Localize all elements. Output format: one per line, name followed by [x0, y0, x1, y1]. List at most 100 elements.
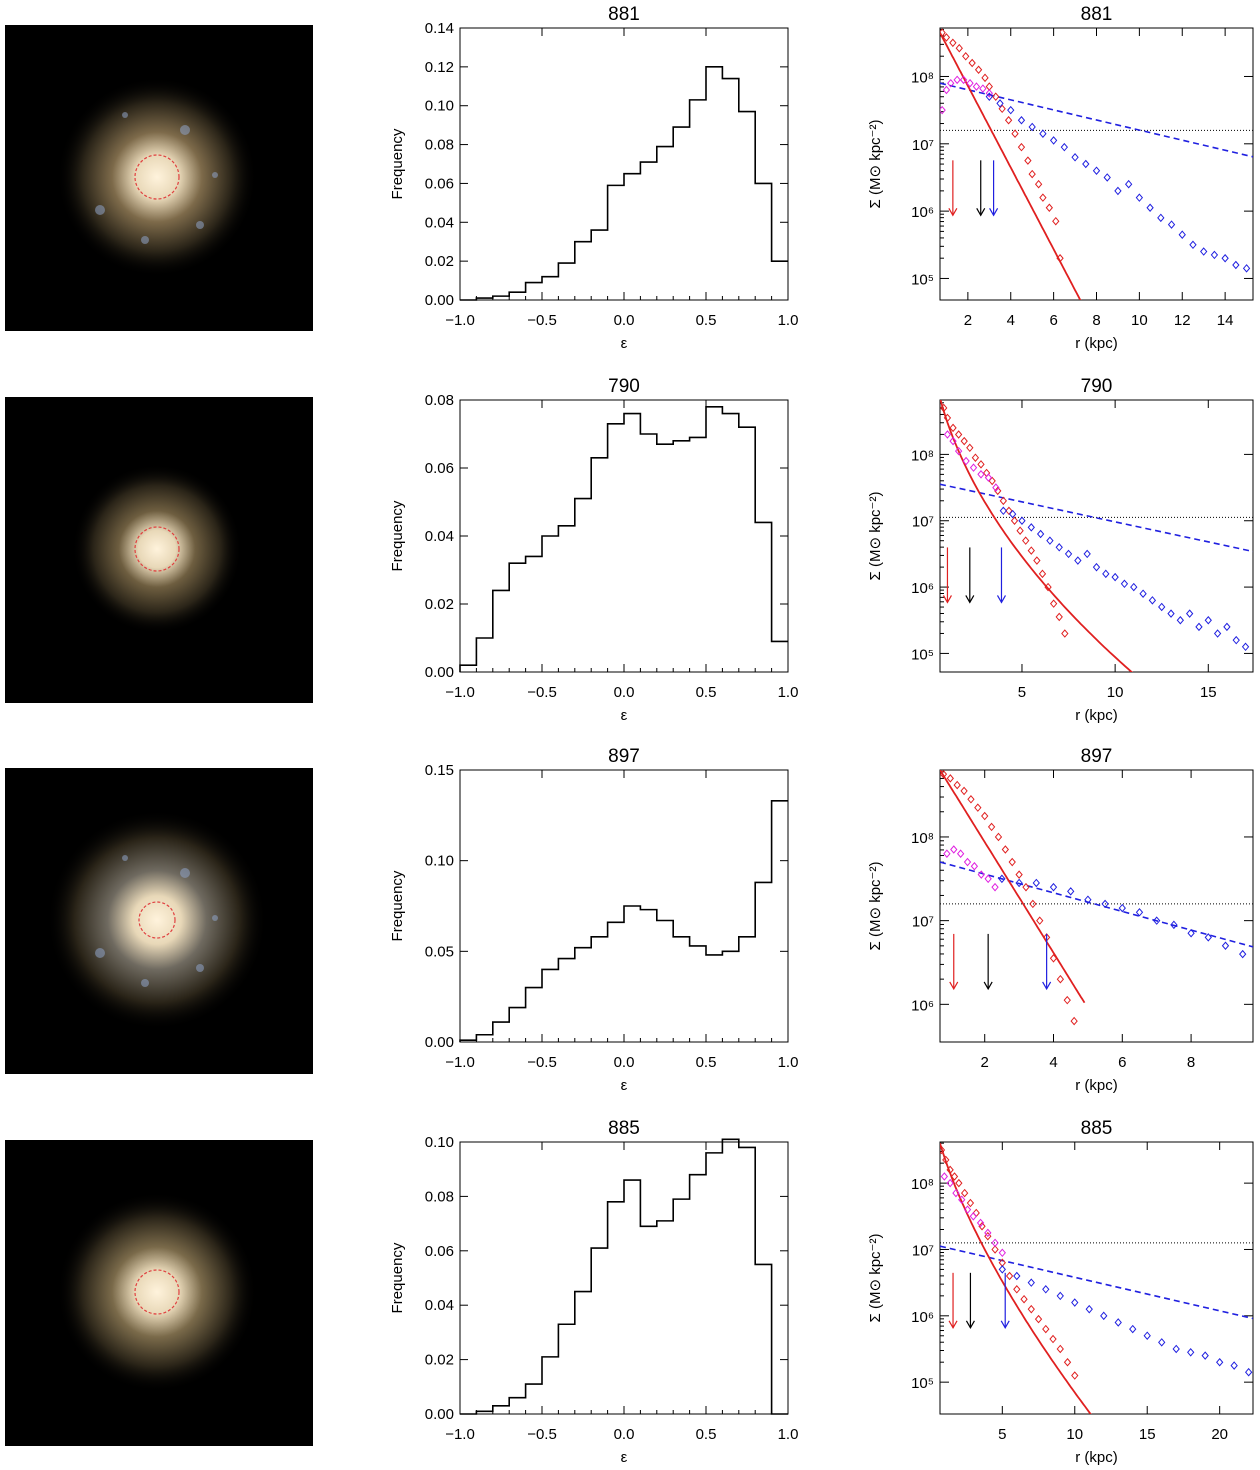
data-point	[974, 65, 983, 75]
data-point	[1241, 642, 1250, 652]
data-point	[955, 1178, 963, 1188]
histogram-bar	[755, 1264, 771, 1414]
histogram-bar	[706, 407, 722, 672]
x-axis-label: r (kpc)	[1075, 1077, 1118, 1094]
data-point	[1039, 193, 1047, 202]
data-point	[1036, 529, 1045, 539]
histogram-bar	[640, 910, 656, 1042]
histogram-bar	[772, 641, 788, 672]
data-point	[987, 822, 996, 832]
data-point	[977, 870, 985, 879]
chart-title: 790	[1081, 376, 1113, 397]
y-tick-label: 0.06	[425, 1243, 454, 1260]
data-point	[1111, 572, 1119, 582]
data-point	[1092, 562, 1101, 572]
data-point	[994, 832, 1003, 842]
data-point	[1036, 916, 1044, 925]
histogram-bar	[706, 955, 722, 1042]
data-point	[1067, 887, 1075, 896]
x-tick-label: −1.0	[445, 1426, 475, 1443]
y-axis-label: Frequency	[389, 128, 406, 199]
data-point	[1005, 1271, 1014, 1281]
y-tick-label: 0.02	[425, 1352, 454, 1369]
surface-density-profile-885: 885 5 10 15 20 10⁵ 10⁶ 10⁷ 10⁸ r (kpc) Σ (M⊙ kpc⁻²…	[867, 1118, 1254, 1466]
data-point	[1049, 599, 1058, 608]
data-point	[966, 78, 974, 88]
data-point	[992, 483, 1000, 492]
x-tick-label: 10	[1066, 1426, 1083, 1443]
histogram-881: 881 −1.0 −0.5 0.0 0.5 1.0 0.00 0.02 0.04 0.06 0.08…	[389, 4, 799, 352]
x-tick-label: 4	[1007, 312, 1015, 329]
x-tick-label: 10	[1131, 312, 1148, 329]
data-point	[998, 104, 1006, 114]
data-point	[1114, 186, 1122, 196]
x-tick-label: 0.0	[614, 1426, 635, 1443]
data-point	[1195, 622, 1203, 632]
histogram-bar	[591, 458, 607, 672]
x-tick-label: −0.5	[527, 312, 557, 329]
histogram-bar	[493, 296, 509, 300]
data-point	[1102, 569, 1110, 579]
data-point	[991, 1245, 999, 1254]
data-point	[1022, 536, 1030, 545]
data-point	[1085, 1304, 1093, 1314]
x-tick-label: 6	[1118, 1054, 1126, 1071]
arrow-head	[1000, 1320, 1010, 1330]
x-tick-label: 0.5	[696, 312, 717, 329]
data-point	[1015, 878, 1023, 888]
x-tick-label: 2	[981, 1054, 989, 1071]
x-axis-label: r (kpc)	[1075, 1449, 1118, 1466]
histogram-bar	[657, 147, 673, 300]
y-tick-label: 10⁵	[911, 271, 934, 288]
x-axis-label: ε	[621, 1077, 628, 1094]
histogram-bar	[542, 969, 558, 1042]
histogram-bar	[476, 1035, 492, 1042]
data-point	[985, 89, 993, 98]
histogram-bar	[476, 298, 492, 300]
x-axis-label: r (kpc)	[1075, 707, 1118, 724]
chart-title: 897	[1081, 746, 1113, 767]
data-point	[999, 496, 1008, 506]
histogram-bar	[526, 988, 542, 1042]
histogram-bar	[476, 1411, 492, 1414]
data-point	[1028, 169, 1036, 179]
data-point	[955, 43, 963, 53]
data-point	[950, 845, 958, 854]
x-tick-label: 5	[998, 1426, 1006, 1443]
data-point	[1223, 622, 1231, 632]
data-point	[1148, 596, 1157, 605]
data-point	[1009, 509, 1017, 519]
histogram-bar	[542, 277, 558, 300]
surface-density-profile-790: 790 5 10 15 10⁵ 10⁶ 10⁷ 10⁸ r (kpc) Σ (M⊙ kpc⁻²)	[867, 376, 1254, 724]
histogram-bar	[640, 434, 656, 672]
data-point	[943, 430, 952, 439]
arrow-head	[976, 208, 986, 217]
x-tick-label: 1.0	[778, 312, 799, 329]
data-point	[960, 436, 968, 446]
data-point	[1187, 1348, 1195, 1357]
y-tick-label: 10⁶	[911, 1309, 934, 1326]
data-point	[1158, 602, 1166, 612]
data-point	[974, 803, 982, 812]
data-point	[1153, 916, 1161, 925]
disk-fit-line	[940, 82, 1253, 158]
data-point	[954, 446, 963, 456]
data-point	[954, 430, 963, 439]
y-tick-label: 0.06	[425, 175, 454, 192]
data-point	[1242, 264, 1251, 273]
data-point	[1210, 250, 1219, 260]
data-point	[1049, 1334, 1057, 1344]
data-point	[1061, 629, 1069, 638]
effective-radius-circle	[134, 1269, 180, 1315]
data-point	[1042, 1285, 1050, 1294]
data-point	[1017, 142, 1026, 152]
data-point	[1033, 556, 1041, 565]
histogram-bar	[591, 937, 607, 1042]
y-tick-label: 10⁷	[912, 914, 934, 931]
histogram-bar	[509, 1398, 525, 1414]
data-point	[977, 470, 985, 479]
arrow-head	[989, 208, 999, 217]
data-point	[1028, 122, 1036, 132]
data-point	[1213, 629, 1222, 638]
y-tick-label: 0.00	[425, 292, 454, 309]
